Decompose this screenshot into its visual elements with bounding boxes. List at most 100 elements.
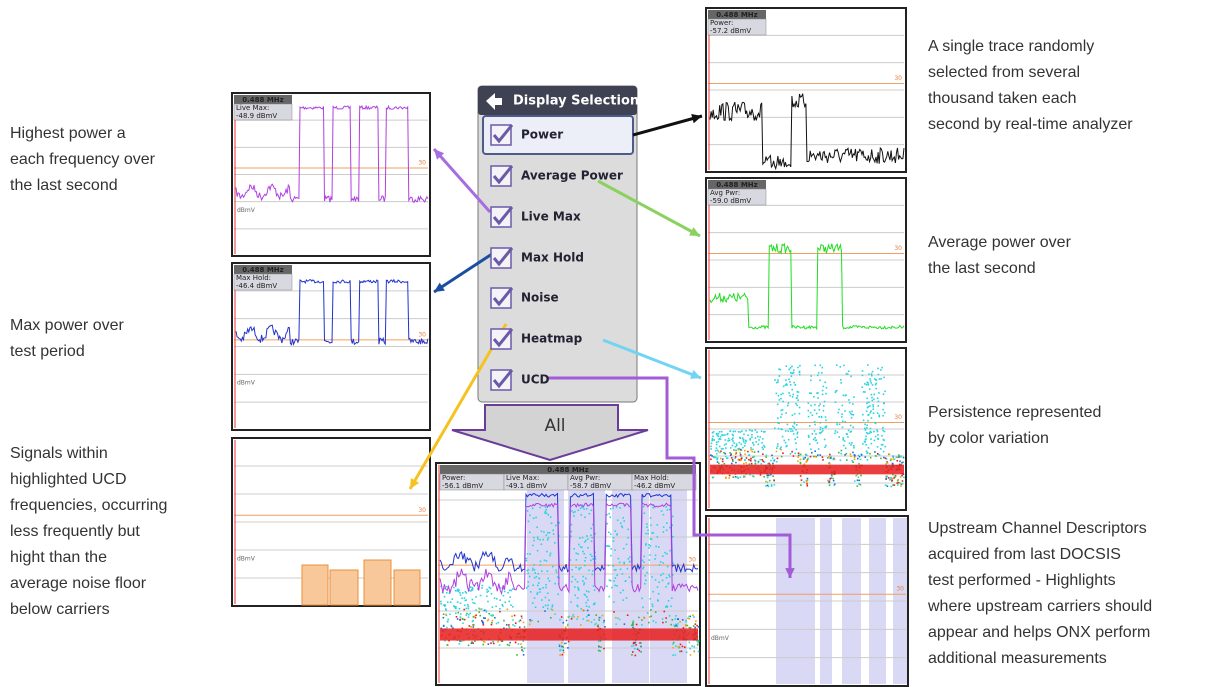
heat-dot <box>724 434 726 436</box>
heat-dot <box>487 618 490 621</box>
heat-dot <box>581 506 583 509</box>
heat-dot <box>661 618 664 620</box>
checkbox[interactable] <box>490 247 512 269</box>
heat-dot <box>522 640 525 642</box>
heat-dot <box>473 615 476 618</box>
heat-dot <box>748 463 751 465</box>
heat-dot <box>486 619 489 622</box>
heat-dot <box>662 526 665 528</box>
heat-dot <box>808 436 810 438</box>
heat-dot <box>587 614 589 616</box>
heat-dot <box>571 616 573 618</box>
heat-dot <box>738 447 741 450</box>
heat-dot <box>643 582 646 585</box>
checkbox[interactable] <box>490 369 512 391</box>
heat-dot <box>467 616 470 619</box>
heat-dot <box>723 444 726 446</box>
heat-dot <box>819 426 822 429</box>
heat-dot <box>454 612 457 615</box>
checkbox[interactable] <box>490 124 512 146</box>
checkbox[interactable] <box>490 328 512 350</box>
heat-dot <box>849 453 852 456</box>
heat-dot <box>585 605 588 607</box>
heat-dot <box>732 434 734 437</box>
heat-dot <box>830 477 832 479</box>
menu-item: Live Max <box>521 210 581 224</box>
heat-dot <box>814 439 817 442</box>
back-icon[interactable] <box>486 93 502 110</box>
checkbox[interactable] <box>490 206 512 228</box>
heat-dot <box>577 509 580 512</box>
checkbox[interactable] <box>490 165 512 187</box>
description-line: selected from several <box>928 64 1080 81</box>
heat-dot <box>595 614 597 616</box>
heat-dot <box>799 475 802 477</box>
heat-dot <box>872 412 875 414</box>
noise-bar <box>301 564 329 606</box>
heat-dot <box>814 403 816 406</box>
heat-dot <box>456 589 459 592</box>
heat-dot <box>868 432 871 434</box>
heat-dot <box>882 414 884 417</box>
heat-dot <box>547 607 549 610</box>
heat-dot <box>612 536 615 539</box>
heat-dot <box>777 421 779 424</box>
heat-dot <box>815 455 818 458</box>
heat-dot <box>461 617 464 620</box>
heat-dot <box>645 532 647 535</box>
heat-dot <box>665 621 667 623</box>
heat-dot <box>871 384 874 386</box>
heat-dot <box>544 512 546 514</box>
heat-dot <box>599 639 602 642</box>
heat-dot <box>683 646 686 649</box>
heat-dot <box>897 456 899 459</box>
heat-dot <box>507 591 509 594</box>
arrowhead <box>691 114 702 124</box>
heat-dot <box>798 371 801 374</box>
heat-dot <box>750 457 752 460</box>
heat-dot <box>793 381 796 384</box>
description-line: highlighted UCD <box>10 471 127 488</box>
marker-label: 30 <box>418 507 426 514</box>
heat-dot <box>527 569 530 571</box>
heat-dot <box>867 401 870 403</box>
heat-dot <box>798 373 801 376</box>
heat-dot <box>497 621 500 624</box>
bandwidth: 0.488 MHz <box>242 266 283 274</box>
heat-dot <box>747 434 749 437</box>
heat-dot <box>843 440 846 442</box>
heat-dot <box>590 527 593 530</box>
heat-dot <box>654 554 657 557</box>
description-line: test period <box>10 343 85 360</box>
heat-dot <box>494 616 496 619</box>
heat-dot <box>685 651 688 653</box>
heat-dot <box>561 653 564 656</box>
heat-dot <box>554 582 556 585</box>
description-line: Max power over <box>10 317 124 334</box>
heat-dot <box>592 558 594 560</box>
heat-dot <box>549 516 552 518</box>
heat-dot <box>479 608 481 611</box>
heat-dot <box>472 624 475 626</box>
checkbox[interactable] <box>490 287 512 309</box>
heat-dot <box>717 432 720 435</box>
heat-dot <box>824 426 826 429</box>
heat-dot <box>818 404 820 407</box>
heat-dot <box>880 443 883 446</box>
heat-dot <box>640 645 642 648</box>
heat-dot <box>824 381 827 384</box>
heat-dot <box>641 619 643 621</box>
heat-dot <box>819 432 822 434</box>
heat-dot <box>457 611 460 614</box>
heat-dot <box>747 450 749 453</box>
heat-dot <box>510 589 513 592</box>
heat-dot <box>582 618 585 620</box>
heat-dot <box>522 621 525 624</box>
heat-dot <box>719 438 722 441</box>
heat-dot <box>739 448 742 451</box>
heat-dot <box>882 427 884 429</box>
description-line: Highest power a <box>10 125 126 142</box>
heat-dot <box>732 430 735 433</box>
heat-dot <box>776 381 778 384</box>
heat-dot <box>789 371 792 374</box>
